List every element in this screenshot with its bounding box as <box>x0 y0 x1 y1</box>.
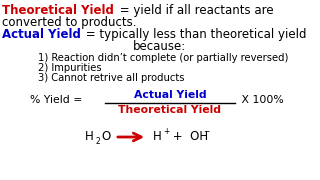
Text: % Yield =: % Yield = <box>30 95 86 105</box>
Text: H: H <box>85 130 94 143</box>
Text: Actual Yield: Actual Yield <box>134 90 206 100</box>
Text: 2: 2 <box>95 136 100 145</box>
Text: O: O <box>101 130 110 143</box>
Text: because:: because: <box>133 40 187 53</box>
Text: Theoretical Yield: Theoretical Yield <box>2 4 114 17</box>
Text: Theoretical Yield: Theoretical Yield <box>118 105 221 115</box>
Text: 1) Reaction didn’t complete (or partially reversed): 1) Reaction didn’t complete (or partiall… <box>38 53 288 63</box>
Text: X 100%: X 100% <box>238 95 284 105</box>
Text: +: + <box>163 127 169 136</box>
Text: +  OH: + OH <box>169 130 208 143</box>
Text: 3) Cannot retrive all products: 3) Cannot retrive all products <box>38 73 185 83</box>
Text: = yield if all reactants are: = yield if all reactants are <box>116 4 274 17</box>
Text: Actual Yield: Actual Yield <box>2 28 81 41</box>
Text: converted to products.: converted to products. <box>2 16 137 29</box>
Text: = typically less than theoretical yield: = typically less than theoretical yield <box>82 28 307 41</box>
Text: −: − <box>203 127 209 136</box>
Text: H: H <box>153 130 162 143</box>
Text: 2) Impurities: 2) Impurities <box>38 63 102 73</box>
